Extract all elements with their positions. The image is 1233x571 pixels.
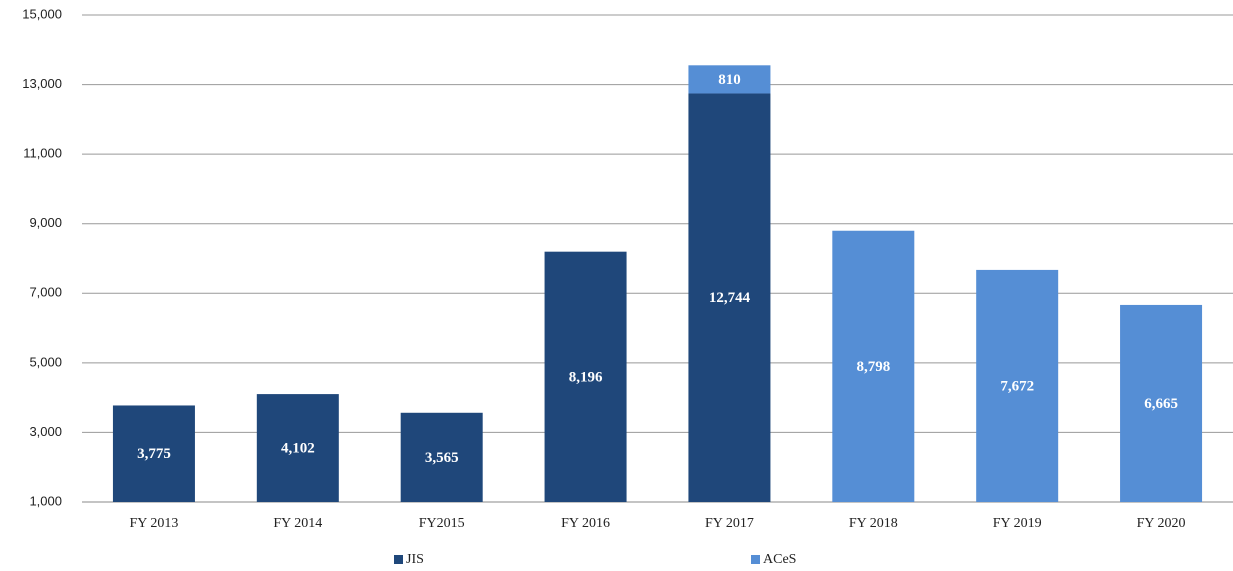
value-label: 4,102 [281,440,315,456]
legend-swatch [751,555,760,564]
bar [1120,304,1203,502]
bar [112,405,195,502]
x-tick-label: FY 2014 [273,516,322,531]
x-tick-label: FY 2019 [993,516,1042,531]
y-tick-label: 9,000 [29,215,62,230]
y-tick-label: 7,000 [29,285,62,300]
legend-label: JIS [406,552,424,567]
x-tick-label: FY 2016 [561,516,610,531]
bar [688,65,771,94]
value-label: 3,565 [425,450,459,466]
y-tick-label: 1,000 [29,493,62,508]
bar [832,230,915,502]
value-label: 8,798 [856,359,890,375]
x-tick-label: FY2015 [419,516,465,531]
value-label: 7,672 [1000,378,1034,394]
bar [544,251,627,502]
value-label: 3,775 [137,446,171,462]
y-tick-label: 13,000 [22,76,62,91]
value-label: 810 [718,72,741,88]
x-tick-label: FY 2018 [849,516,898,531]
y-tick-label: 15,000 [22,6,62,21]
value-label: 6,665 [1144,396,1178,412]
bar [256,394,339,502]
y-tick-label: 5,000 [29,354,62,369]
bar [400,412,483,502]
legend-label: ACeS [763,552,796,567]
bar [976,269,1059,502]
x-tick-label: FY 2017 [705,516,754,531]
y-tick-label: 3,000 [29,424,62,439]
legend-swatch [394,555,403,564]
x-tick-label: FY 2020 [1137,516,1186,531]
value-label: 12,744 [709,290,751,306]
y-tick-label: 11,000 [23,146,62,161]
value-label: 8,196 [569,369,603,385]
x-tick-label: FY 2013 [129,516,178,531]
bar [688,93,771,503]
